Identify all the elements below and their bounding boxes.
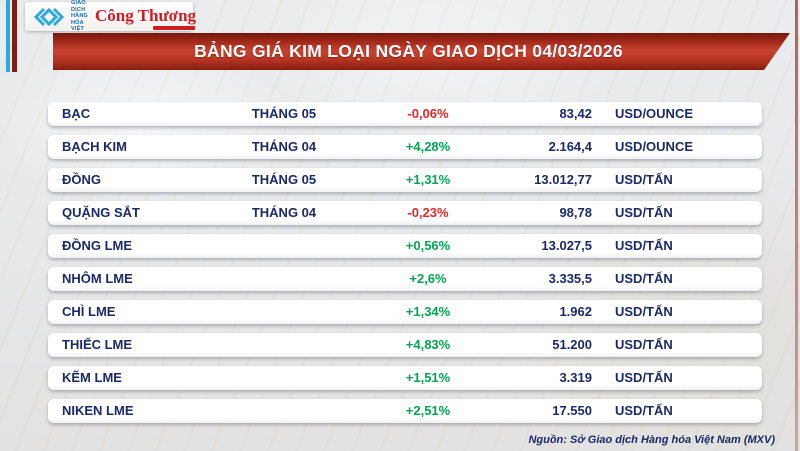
- commodity-name: QUẶNG SẮT: [62, 205, 140, 220]
- percent-change: +4,28%: [405, 139, 451, 154]
- contract-month: THÁNG 05: [251, 172, 317, 187]
- commodity-name: BẠCH KIM: [62, 139, 127, 154]
- table-row: BẠCH KIM THÁNG 04 +4,28% 2.164,4 USD/OUN…: [48, 135, 762, 159]
- price-value: 13.027,5: [541, 238, 592, 253]
- commodity-name: KẼM LME: [62, 370, 122, 385]
- price-unit: USD/TẤN: [615, 205, 673, 220]
- table-row: NIKEN LME +2,51% 17.550 USD/TẤN: [48, 399, 762, 423]
- price-unit: USD/TẤN: [615, 271, 673, 286]
- price-unit: USD/TẤN: [615, 403, 673, 418]
- commodity-name: ĐỒNG: [62, 172, 101, 187]
- contract-month: THÁNG 04: [251, 139, 317, 154]
- table-row: CHÌ LME +1,34% 1.962 USD/TẤN: [48, 300, 762, 324]
- commodity-name: NIKEN LME: [62, 403, 134, 418]
- price-unit: USD/TẤN: [615, 172, 673, 187]
- page-title: BẢNG GIÁ KIM LOẠI NGÀY GIAO DỊCH 04/03/2…: [194, 41, 623, 61]
- header-logos: SỞ GIAO DỊCH HÀNG HÓA VIỆT NAM Công Thươ…: [25, 0, 196, 39]
- commodity-name: ĐỒNG LME: [62, 238, 133, 253]
- percent-change: -0,06%: [407, 106, 449, 121]
- percent-change: +0,56%: [405, 238, 451, 253]
- contract-month: THÁNG 05: [251, 106, 317, 121]
- price-table: BẠC THÁNG 05 -0,06% 83,42 USD/OUNCE BẠCH…: [48, 102, 762, 432]
- commodity-name: CHÌ LME: [62, 304, 116, 319]
- commodity-name: BẠC: [62, 106, 91, 121]
- price-unit: USD/OUNCE: [615, 139, 694, 154]
- table-row: ĐỒNG THÁNG 05 +1,31% 13.012,77 USD/TẤN: [48, 168, 762, 192]
- source-credit: Nguồn: Sở Giao dịch Hàng hóa Việt Nam (M…: [528, 434, 775, 446]
- title-banner: BẢNG GIÁ KIM LOẠI NGÀY GIAO DỊCH 04/03/2…: [53, 33, 790, 70]
- table-row: QUẶNG SẮT THÁNG 04 -0,23% 98,78 USD/TẤN: [48, 201, 762, 225]
- cong-thuong-logo: Công Thương: [95, 7, 196, 30]
- percent-change: +2,6%: [409, 271, 447, 286]
- price-value: 3.335,5: [548, 271, 592, 286]
- price-unit: USD/TẤN: [615, 370, 673, 385]
- table-row: NHÔM LME +2,6% 3.335,5 USD/TẤN: [48, 267, 762, 291]
- price-value: 98,78: [559, 205, 592, 220]
- percent-change: -0,23%: [407, 205, 449, 220]
- price-unit: USD/OUNCE: [615, 106, 694, 121]
- percent-change: +1,31%: [405, 172, 451, 187]
- commodity-name: NHÔM LME: [62, 271, 133, 286]
- right-edge-stripe: [795, 0, 798, 451]
- percent-change: +4,83%: [405, 337, 451, 352]
- percent-change: +1,34%: [405, 304, 451, 319]
- contract-month: THÁNG 04: [251, 205, 317, 220]
- price-value: 83,42: [559, 106, 592, 121]
- left-accent-bar-maroon: [12, 0, 17, 72]
- table-row: KẼM LME +1,51% 3.319 USD/TẤN: [48, 366, 762, 390]
- table-row: BẠC THÁNG 05 -0,06% 83,42 USD/OUNCE: [48, 102, 762, 126]
- price-value: 2.164,4: [548, 139, 592, 154]
- table-row: THIẾC LME +4,83% 51.200 USD/TẤN: [48, 333, 762, 357]
- commodity-name: THIẾC LME: [62, 337, 133, 352]
- price-value: 51.200: [552, 337, 592, 352]
- percent-change: +2,51%: [405, 403, 451, 418]
- price-value: 1.962: [559, 304, 592, 319]
- mxv-chevron-icon: [32, 7, 66, 27]
- price-value: 3.319: [559, 370, 592, 385]
- table-row: ĐỒNG LME +0,56% 13.027,5 USD/TẤN: [48, 234, 762, 258]
- left-accent-bar-blue: [6, 0, 10, 72]
- percent-change: +1,51%: [405, 370, 451, 385]
- price-value: 13.012,77: [534, 172, 592, 187]
- price-unit: USD/TẤN: [615, 337, 673, 352]
- price-unit: USD/TẤN: [615, 238, 673, 253]
- price-unit: USD/TẤN: [615, 304, 673, 319]
- price-value: 17.550: [552, 403, 592, 418]
- cong-thuong-sub-bar: [153, 26, 196, 30]
